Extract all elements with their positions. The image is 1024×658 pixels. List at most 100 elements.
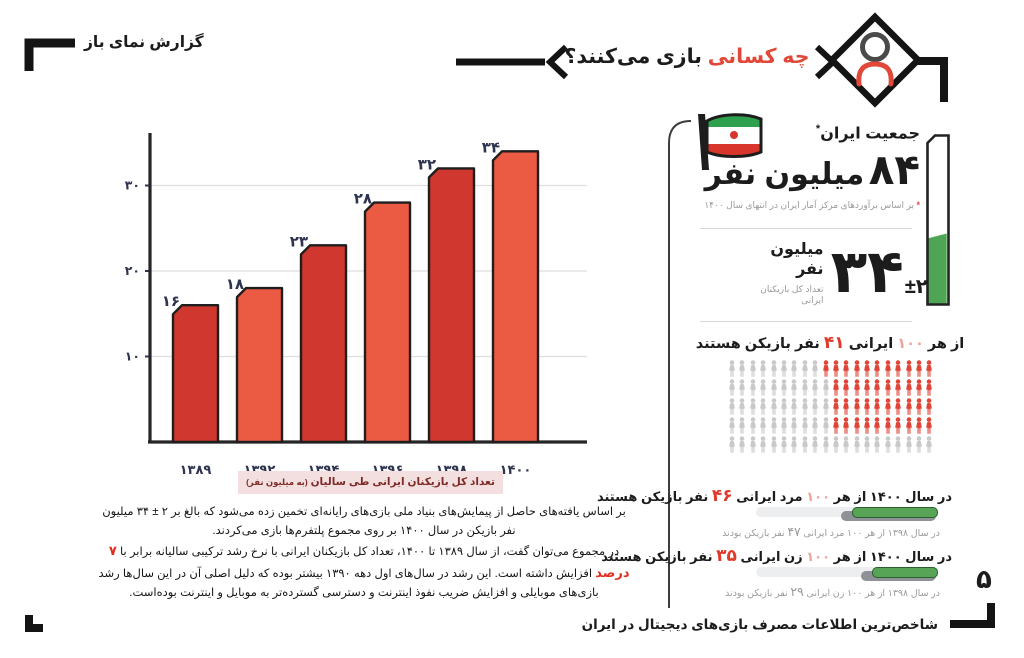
person-head-icon bbox=[860, 32, 890, 62]
person-icon bbox=[904, 360, 914, 377]
person-icon bbox=[789, 417, 799, 434]
people-pictogram-grid bbox=[727, 360, 934, 455]
person-icon bbox=[841, 398, 851, 415]
person-icon bbox=[872, 379, 882, 396]
bar-track bbox=[756, 567, 938, 577]
page-title-highlight: چه کسانی bbox=[707, 45, 810, 68]
person-icon bbox=[810, 436, 820, 453]
person-icon bbox=[914, 379, 924, 396]
bottom-right-bracket-icon bbox=[950, 603, 995, 628]
person-icon bbox=[737, 379, 747, 396]
person-icon bbox=[789, 360, 799, 377]
person-icon bbox=[883, 417, 893, 434]
person-icon bbox=[779, 398, 789, 415]
person-icon bbox=[841, 360, 851, 377]
person-icon bbox=[852, 436, 862, 453]
person-icon bbox=[883, 398, 893, 415]
person-icon bbox=[789, 398, 799, 415]
person-icon bbox=[841, 379, 851, 396]
person-icon bbox=[841, 436, 851, 453]
person-icon bbox=[883, 360, 893, 377]
person-icon bbox=[883, 436, 893, 453]
person-icon bbox=[727, 417, 737, 434]
person-icon bbox=[727, 436, 737, 453]
chart-caption-unit: (به میلیون نفر) bbox=[246, 477, 308, 487]
paragraph-2-pre: در مجموع می‌توان گفت، از سال ۱۳۸۹ تا ۱۴۰… bbox=[116, 546, 620, 559]
person-icon bbox=[800, 360, 810, 377]
ratio-hundred: ۱۰۰ bbox=[897, 336, 924, 352]
pictogram-row bbox=[727, 379, 934, 398]
players-count: ۳۴ ±۲ bbox=[830, 238, 928, 305]
person-icon bbox=[748, 398, 758, 415]
person-icon bbox=[779, 436, 789, 453]
person-icon bbox=[789, 436, 799, 453]
page-title: چه کسانی بازی می‌کنند؟ bbox=[558, 44, 816, 69]
person-icon bbox=[914, 417, 924, 434]
person-icon bbox=[800, 436, 810, 453]
person-icon bbox=[800, 379, 810, 396]
players-block: ۳۴ ±۲ میلیون نفر تعداد کل بازیکنان ایرانی bbox=[752, 230, 928, 314]
person-icon bbox=[841, 417, 851, 434]
person-icon bbox=[769, 379, 779, 396]
report-title: گزارش نمای باز bbox=[84, 34, 204, 51]
person-icon bbox=[779, 360, 789, 377]
asterisk-mark: * bbox=[815, 123, 821, 135]
person-icon bbox=[831, 417, 841, 434]
gauge-fill bbox=[927, 233, 947, 305]
person-icon bbox=[852, 398, 862, 415]
person-icon bbox=[893, 360, 903, 377]
person-icon bbox=[821, 379, 831, 396]
bar-fill bbox=[872, 567, 938, 578]
person-icon bbox=[924, 379, 934, 396]
bar-fill bbox=[852, 507, 938, 518]
person-icon bbox=[758, 417, 768, 434]
top-left-bracket-icon bbox=[24, 38, 75, 71]
paragraph-1: بر اساس یافته‌های حاصل از پیمایش‌های بنی… bbox=[102, 506, 626, 537]
person-icon bbox=[924, 398, 934, 415]
chart-bar bbox=[299, 244, 348, 444]
population-gauge bbox=[926, 134, 950, 306]
y-tick-label: ۱۰ bbox=[125, 350, 140, 364]
person-icon bbox=[727, 379, 737, 396]
person-icon bbox=[852, 417, 862, 434]
person-icon bbox=[862, 436, 872, 453]
person-icon bbox=[862, 379, 872, 396]
divider bbox=[700, 321, 912, 322]
person-icon bbox=[852, 379, 862, 396]
person-icon bbox=[810, 398, 820, 415]
header-right-corner-icon bbox=[916, 57, 948, 102]
person-icon bbox=[914, 436, 924, 453]
divider bbox=[700, 228, 912, 229]
men-prev-value: ۴۷ bbox=[787, 525, 801, 539]
panel-border bbox=[668, 120, 692, 608]
bar-value-label: ۳۲ bbox=[418, 156, 436, 173]
person-icon bbox=[914, 360, 924, 377]
paragraph-2-post: افزایش داشته است. این رشد در سال‌های اول… bbox=[98, 567, 599, 599]
person-shoulders-icon bbox=[856, 61, 894, 87]
bar-value-label: ۱۶ bbox=[162, 293, 180, 310]
person-icon bbox=[893, 436, 903, 453]
person-icon bbox=[862, 398, 872, 415]
person-icon bbox=[810, 417, 820, 434]
person-icon bbox=[924, 436, 934, 453]
bar-value-label: ۲۸ bbox=[354, 191, 372, 208]
person-icon bbox=[769, 360, 779, 377]
person-icon bbox=[872, 417, 882, 434]
person-icon bbox=[904, 379, 914, 396]
person-icon bbox=[831, 436, 841, 453]
person-icon bbox=[821, 417, 831, 434]
person-icon bbox=[821, 360, 831, 377]
men-value: ۴۶ bbox=[711, 486, 733, 505]
population-footnote: * بر اساس برآوردهای مرکز آمار ایران در ا… bbox=[704, 200, 920, 211]
person-icon bbox=[872, 436, 882, 453]
ratio-headline: از هر ۱۰۰ ایرانی ۴۱ نفر بازیکن هستند bbox=[695, 333, 965, 352]
person-icon bbox=[800, 417, 810, 434]
person-icon bbox=[737, 398, 747, 415]
person-icon bbox=[737, 417, 747, 434]
women-prev-value: ۲۹ bbox=[790, 585, 804, 599]
men-progress-bar bbox=[756, 507, 938, 522]
women-stat-line: در سال ۱۴۰۰ از هر ۱۰۰ زن ایرانی ۳۵ نفر ب… bbox=[601, 546, 952, 565]
person-icon bbox=[769, 417, 779, 434]
bar-category-label: ۱۳۸۹ bbox=[180, 462, 212, 477]
chart-caption: تعداد کل بازیکنان ایرانی طی سالیان (به م… bbox=[238, 471, 503, 494]
